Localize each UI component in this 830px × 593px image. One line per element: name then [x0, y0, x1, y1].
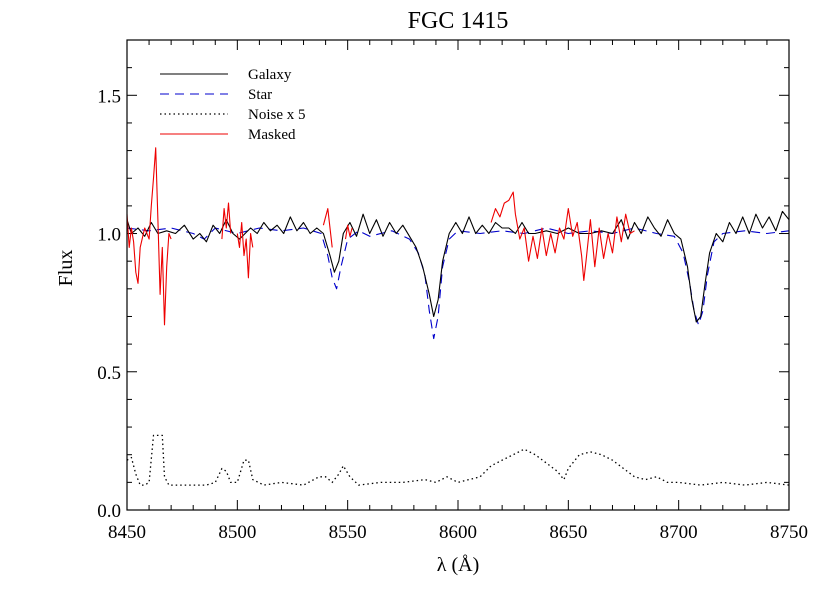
- plot-frame: [126, 39, 790, 511]
- x-tick-label: 8450: [108, 522, 146, 543]
- series-masked-segment-1: [126, 147, 172, 326]
- series-masked-segment-5: [344, 224, 353, 240]
- x-tick-label: 8750: [770, 522, 808, 543]
- series-galaxy: [126, 210, 790, 323]
- x-tick-label: 8550: [329, 522, 367, 543]
- x-axis-label: λ (Å): [437, 554, 479, 576]
- tick-labels: 8450 8500 8550 8600 8650 8700 8750 0.0 0.5 1.0 1.5: [97, 86, 808, 543]
- legend-label-noise: Noise x 5: [248, 107, 306, 123]
- series-masked-segment-6: [490, 191, 635, 282]
- x-tick-label: 8500: [218, 522, 256, 543]
- x-tick-label: 8650: [549, 522, 587, 543]
- series-masked-segment-3: [236, 221, 254, 279]
- legend-label-galaxy: Galaxy: [248, 67, 292, 83]
- plot-lines: [126, 147, 790, 486]
- legend-label-star: Star: [248, 87, 272, 103]
- legend: Galaxy Star Noise x 5 Masked: [160, 67, 306, 143]
- axis-ticks: [126, 40, 790, 511]
- x-tick-label: 8700: [660, 522, 698, 543]
- y-tick-label: 0.0: [97, 501, 121, 522]
- y-axis-label: Flux: [55, 250, 77, 287]
- series-masked-segment-4: [322, 208, 333, 248]
- legend-label-masked: Masked: [248, 127, 296, 143]
- y-tick-label: 1.5: [97, 86, 121, 107]
- chart-title: FGC 1415: [408, 8, 509, 34]
- series-masked-segment-2: [221, 202, 232, 240]
- y-tick-label: 1.0: [97, 225, 121, 246]
- y-tick-label: 0.5: [97, 363, 121, 384]
- series-noise-x-5: [126, 434, 790, 486]
- x-tick-label: 8600: [439, 522, 477, 543]
